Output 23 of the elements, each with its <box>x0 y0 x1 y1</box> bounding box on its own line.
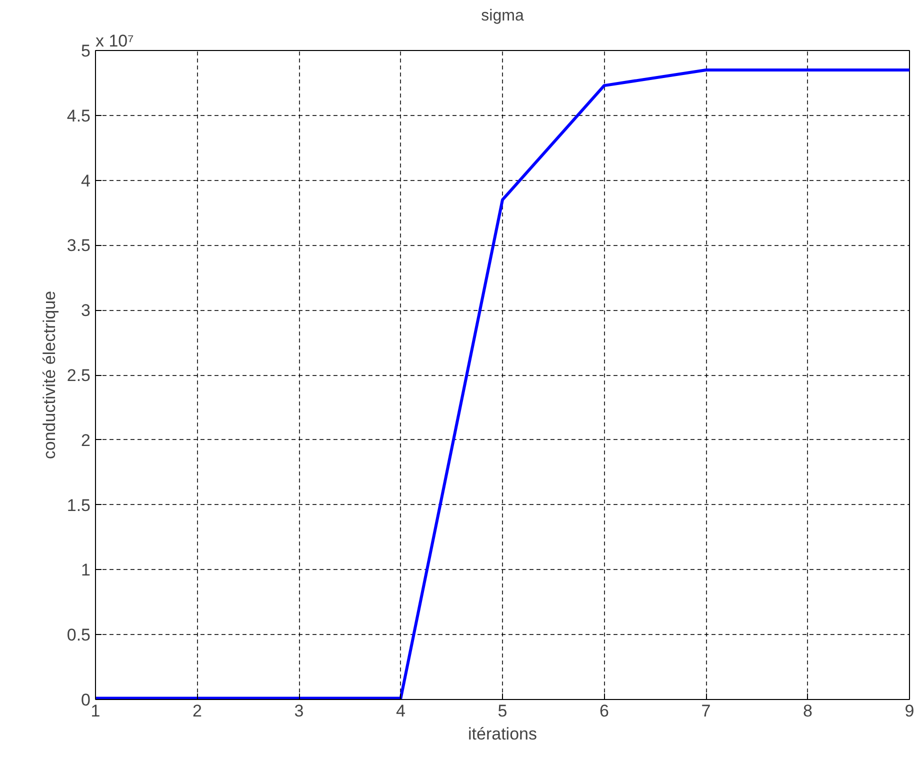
x-axis-title: itérations <box>468 724 537 744</box>
y-tick-label: 5 <box>81 42 91 60</box>
y-axis-title: conductivité électrique <box>40 290 59 460</box>
y-tick-label: 2 <box>81 430 91 450</box>
x-tick-label: 4 <box>396 702 406 720</box>
y-tick-label: 1.5 <box>66 496 91 515</box>
x-tick-label: 5 <box>498 702 508 720</box>
y-tick-label: 0 <box>81 690 91 710</box>
x-tick-label: 6 <box>600 702 609 720</box>
y-tick-label: 4 <box>81 171 91 190</box>
x-tick-label: 7 <box>701 702 711 720</box>
x-tick-label: 9 <box>904 702 914 720</box>
y-tick-label: 2.5 <box>66 366 91 385</box>
y-tick-label: 4.5 <box>66 106 91 126</box>
chart-title: sigma <box>481 8 524 24</box>
y-tick-label: 0.5 <box>66 626 91 645</box>
x-tick-label: 3 <box>294 702 304 720</box>
y-tick-label: 1 <box>81 560 91 580</box>
text: x 10⁷ <box>96 32 134 50</box>
y-tick-label: 3.5 <box>66 236 91 256</box>
x-tick-label: 2 <box>192 702 202 720</box>
y-tick-label: 3 <box>81 301 91 320</box>
x-tick-label: 8 <box>803 702 812 720</box>
